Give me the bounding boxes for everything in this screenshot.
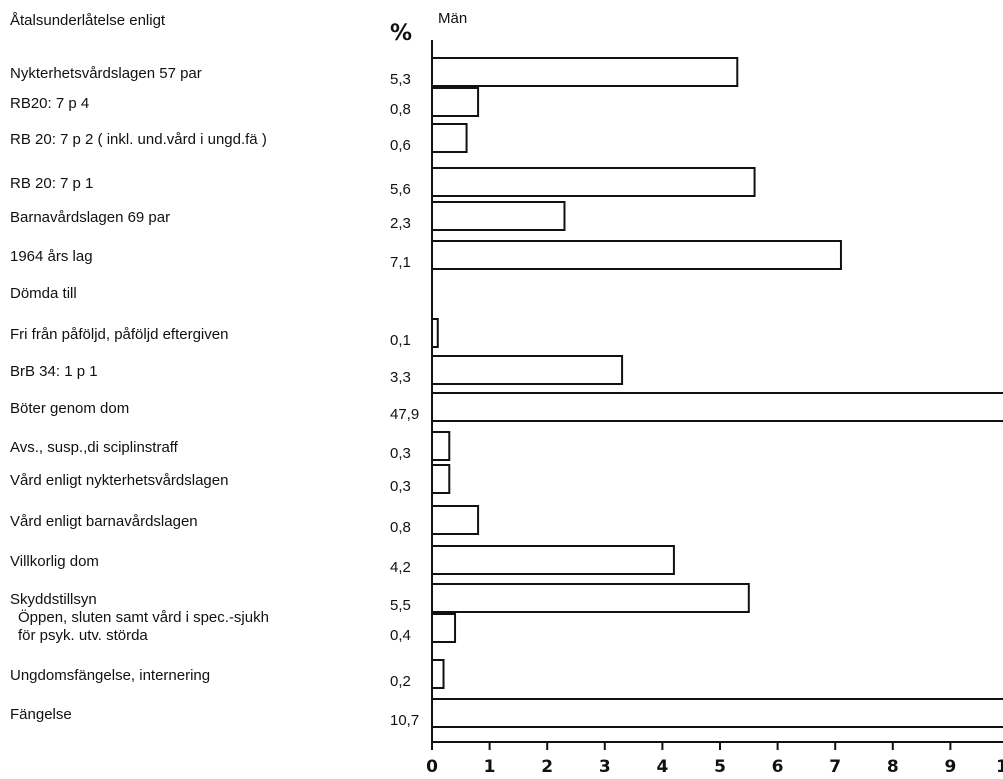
value-label: 0,1 <box>390 332 411 349</box>
category-label: Vård enligt nykterhetsvårdslagen <box>10 472 228 489</box>
value-label: 47,9 <box>390 406 419 423</box>
category-label: RB 20: 7 p 1 <box>10 175 93 192</box>
value-label: 4,2 <box>390 559 411 576</box>
bar <box>431 431 451 461</box>
value-label: 2,3 <box>390 215 411 232</box>
x-axis-ticks: 0 1 2 3 4 5 6 7 8 9 10 <box>426 742 1003 777</box>
category-label: BrB 34: 1 p 1 <box>10 363 98 380</box>
value-label: 5,6 <box>390 181 411 198</box>
x-tick-label: 5 <box>714 757 726 777</box>
series-label: Män <box>438 10 467 27</box>
bar <box>431 355 624 385</box>
value-label: 0,4 <box>390 627 411 644</box>
category-label: Nykterhetsvårdslagen 57 par <box>10 65 202 82</box>
category-label: RB20: 7 p 4 <box>10 95 89 112</box>
bar <box>431 87 480 117</box>
bar <box>431 464 451 494</box>
chart-rows: Nykterhetsvårdslagen 57 par 5,3 RB20: 7 p … <box>10 57 1003 729</box>
category-label: Böter genom dom <box>10 400 129 417</box>
category-label: Dömda till <box>10 285 77 302</box>
category-label: Fängelse <box>10 706 72 723</box>
bar <box>431 659 445 689</box>
category-label: Villkorlig dom <box>10 553 99 570</box>
value-label: 5,3 <box>390 71 411 88</box>
x-tick-label: 4 <box>656 757 668 777</box>
bar <box>431 123 468 153</box>
x-tick-label: 6 <box>772 757 784 777</box>
bar <box>431 167 756 197</box>
header-label: Åtalsunderlåtelse enligt <box>10 12 166 29</box>
bar <box>431 545 675 575</box>
category-label: RB 20: 7 p 2 ( inkl. und.vård i ungd.fä … <box>10 131 267 148</box>
bar <box>431 201 566 231</box>
x-tick-label: 10 <box>996 757 1003 777</box>
category-label: 1964 års lag <box>10 248 93 265</box>
category-label: Skyddstillsyn <box>10 591 97 608</box>
category-label: Vård enligt barnavårdslagen <box>10 513 198 530</box>
category-label: Ungdomsfängelse, internering <box>10 667 210 684</box>
value-label: 7,1 <box>390 254 411 271</box>
value-label: 0,3 <box>390 445 411 462</box>
bar <box>431 240 842 270</box>
value-label: 0,8 <box>390 101 411 118</box>
x-tick-label: 0 <box>426 757 438 777</box>
value-label: 5,5 <box>390 597 411 614</box>
bar <box>431 392 1003 422</box>
x-tick-label: 3 <box>599 757 611 777</box>
x-tick-label: 7 <box>829 757 841 777</box>
value-label: 0,3 <box>390 478 411 495</box>
bar <box>431 57 739 87</box>
value-label: 0,6 <box>390 137 411 154</box>
bar <box>431 613 457 643</box>
x-tick-label: 1 <box>484 757 496 777</box>
category-label: Barnavårdslagen 69 par <box>10 209 170 226</box>
x-tick-label: 8 <box>887 757 899 777</box>
percent-column-header: % <box>390 21 412 46</box>
category-label: Avs., susp.,di sciplinstraff <box>10 439 179 456</box>
value-label: 0,8 <box>390 519 411 536</box>
bar <box>431 698 1003 728</box>
x-tick-label: 2 <box>541 757 553 777</box>
category-label: Fri från påföljd, påföljd eftergiven <box>10 326 228 343</box>
bar <box>431 505 480 535</box>
value-label: 3,3 <box>390 369 411 386</box>
value-label: 10,7 <box>390 712 419 729</box>
x-tick-label: 9 <box>944 757 956 777</box>
bar <box>431 583 750 613</box>
value-label: 0,2 <box>390 673 411 690</box>
category-label: Öppen, sluten samt vård i spec.-sjukh för… <box>18 608 269 644</box>
